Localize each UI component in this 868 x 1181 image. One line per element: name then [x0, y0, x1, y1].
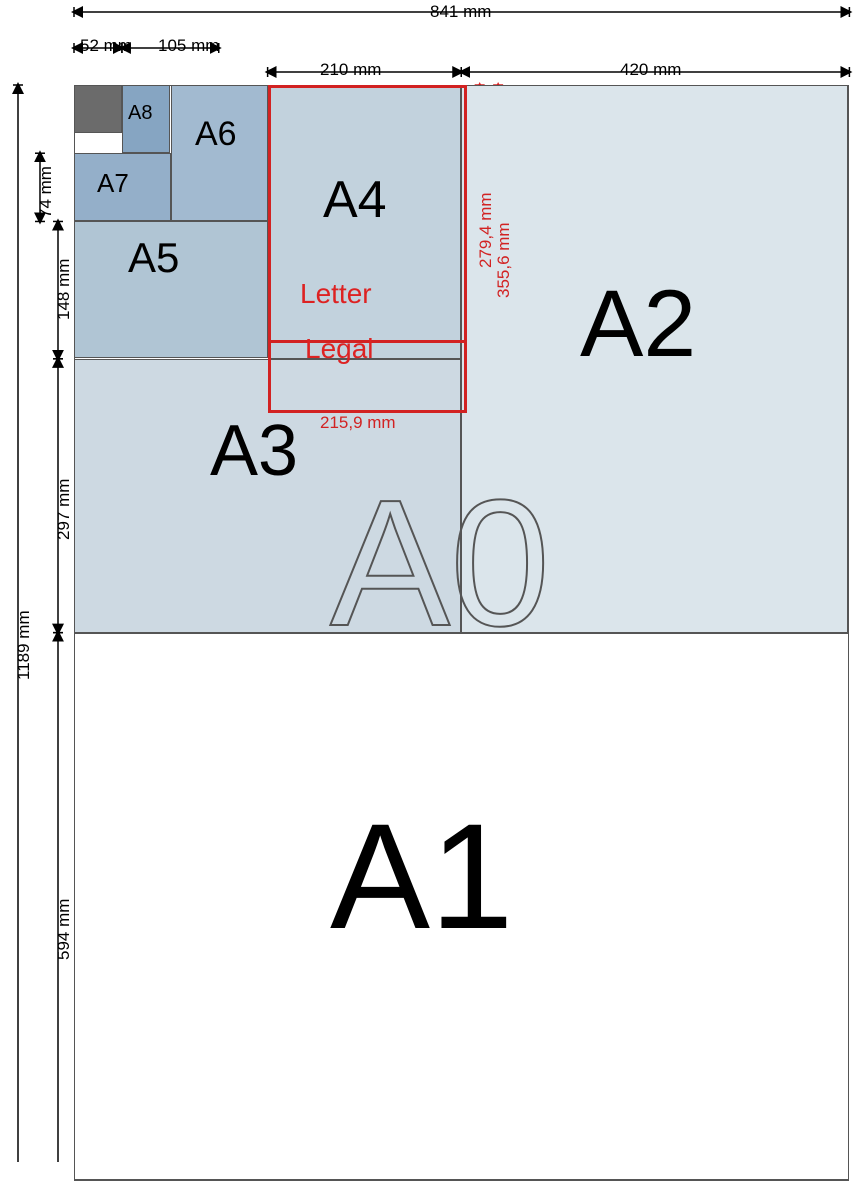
dim-left_1189: 1189 mm [14, 610, 34, 680]
dim-left_74: 74 mm [36, 166, 56, 218]
label-a2: A2 [580, 270, 696, 379]
dim-left_594: 594 mm [54, 899, 74, 960]
label-a5: A5 [128, 234, 179, 282]
dim-top_105: 105 mm [158, 36, 219, 56]
label-a3: A3 [210, 410, 298, 492]
dim-left_148: 148 mm [54, 259, 74, 320]
dim-top_52: 52 mm [80, 36, 132, 56]
dim-red_3556: 355,6 mm [494, 222, 514, 298]
label-a8: A8 [128, 102, 152, 125]
label-legal: Legal [305, 333, 374, 365]
dim-top_420: 420 mm [620, 60, 681, 80]
dim-top_210: 210 mm [320, 60, 381, 80]
label-a6: A6 [195, 115, 237, 154]
dim-red_2794: 279,4 mm [476, 192, 496, 268]
dim-red_2159: 215,9 mm [320, 413, 396, 433]
dim-top_841: 841 mm [430, 2, 491, 22]
dim-left_297: 297 mm [54, 479, 74, 540]
label-a4: A4 [323, 170, 387, 230]
label-a7: A7 [97, 168, 129, 199]
label-a1: A1 [330, 790, 513, 963]
paper-size-diagram: A0 A1 A2 A3 A4 A5 A6 A7 A8 Letter Legal 841 mm 52 m… [0, 0, 868, 1162]
label-letter: Letter [300, 278, 372, 310]
label-a0: A0 [330, 460, 550, 667]
rect-a9 [74, 85, 122, 133]
